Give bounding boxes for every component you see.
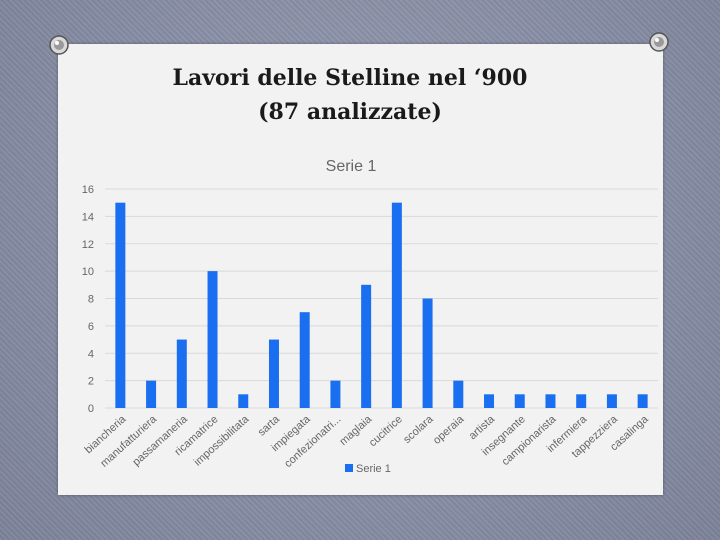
bar [299, 312, 310, 408]
bar [453, 380, 464, 408]
y-tick-label: 0 [88, 403, 94, 415]
bar [422, 298, 433, 408]
bar [268, 339, 279, 408]
pin-icon [49, 35, 69, 55]
y-tick-label: 8 [88, 294, 94, 306]
y-tick-label: 4 [88, 348, 94, 360]
slide-card [58, 44, 663, 495]
bar [146, 380, 157, 408]
y-tick-label: 6 [88, 321, 94, 333]
bar [176, 339, 187, 408]
bar [514, 394, 525, 408]
bar [115, 202, 126, 408]
bar [361, 284, 372, 408]
bar [637, 394, 648, 408]
x-tick-label: scolara [401, 413, 436, 446]
pin-icon [649, 32, 669, 52]
bar [391, 202, 402, 408]
bar [545, 394, 556, 408]
x-tick-label: confezionatri... [282, 413, 343, 470]
bar [238, 394, 249, 408]
bar [576, 394, 587, 408]
bar [606, 394, 617, 408]
y-tick-label: 2 [88, 376, 94, 388]
legend-label: Serie 1 [356, 463, 391, 475]
x-tick-label: impossibilitata [192, 413, 252, 469]
slide-title: Lavori delle Stelline nel ‘900 [172, 65, 528, 91]
bar [207, 271, 218, 408]
y-tick-label: 14 [82, 211, 94, 223]
legend-swatch [345, 464, 353, 472]
x-tick-label: sarta [256, 413, 283, 439]
slide-subtitle: (87 analizzate) [258, 99, 442, 125]
bar [484, 394, 495, 408]
y-tick-label: 10 [82, 266, 94, 278]
y-tick-label: 12 [82, 239, 94, 251]
chart-title: Serie 1 [326, 158, 377, 175]
x-tick-label: cucitrice [367, 413, 405, 449]
y-tick-label: 16 [82, 184, 94, 196]
bar [330, 380, 341, 408]
x-tick-label: operaia [431, 413, 467, 447]
